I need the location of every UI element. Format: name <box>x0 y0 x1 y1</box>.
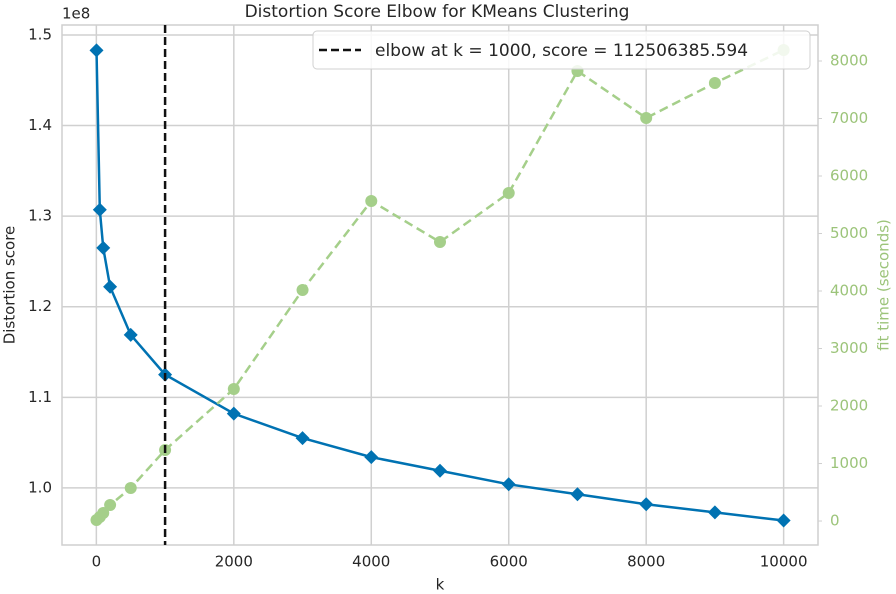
circle-marker <box>640 111 653 124</box>
y-tick-label: 1.3 <box>28 207 52 225</box>
y-axis-label: Distortion score <box>1 226 19 345</box>
circle-marker <box>104 499 117 512</box>
y2-tick-label: 4000 <box>830 282 868 300</box>
x-axis-label: k <box>436 576 445 594</box>
x-tick-label: 4000 <box>352 553 390 571</box>
diamond-marker <box>92 202 107 217</box>
diamond-marker <box>501 477 516 492</box>
diamond-marker <box>570 487 585 502</box>
y2-tick-label: 0 <box>830 512 840 530</box>
diamond-marker <box>123 327 138 342</box>
y2-tick-label: 7000 <box>830 109 868 127</box>
y2-tick-label: 1000 <box>830 454 868 472</box>
series-line <box>95 50 784 522</box>
x-tick-label: 10000 <box>760 553 808 571</box>
circle-marker <box>296 284 309 297</box>
circle-marker <box>365 195 378 208</box>
x-tick-label: 0 <box>92 553 102 571</box>
diamond-marker <box>707 505 722 520</box>
y-tick-label: 1.5 <box>28 25 52 43</box>
diamond-marker <box>433 463 447 478</box>
y-tick-label: 1.2 <box>28 297 52 315</box>
circle-marker <box>708 77 721 90</box>
diamond-marker <box>639 497 654 512</box>
y-tick-label: 1.4 <box>28 116 52 134</box>
y2-tick-label: 3000 <box>830 339 868 357</box>
x-tick-label: 8000 <box>627 553 665 571</box>
x-tick-label: 6000 <box>490 553 528 571</box>
legend-box <box>312 30 811 70</box>
y2-tick-label: 2000 <box>830 397 868 415</box>
y2-axis-label: fit time (seconds) <box>875 219 893 351</box>
diamond-marker <box>103 279 118 294</box>
y2-tick-label: 6000 <box>830 167 868 185</box>
circle-marker <box>502 187 515 200</box>
diamond-marker <box>776 513 791 528</box>
diamond-marker <box>96 240 111 255</box>
series-line <box>95 48 785 521</box>
plot-frame <box>61 24 819 546</box>
y2-tick-label: 8000 <box>830 51 868 69</box>
y2-tick-label: 5000 <box>830 224 868 242</box>
y-offset-label: 1e8 <box>62 5 90 23</box>
legend-label: elbow at k = 1000, score = 112506385.594 <box>375 41 748 61</box>
diamond-marker <box>226 406 241 421</box>
chart-title: Distortion Score Elbow for KMeans Cluste… <box>245 2 630 22</box>
circle-marker <box>97 507 110 520</box>
circle-marker <box>124 482 137 495</box>
y-tick-label: 1.1 <box>28 388 52 406</box>
diamond-marker <box>295 431 310 446</box>
circle-marker <box>227 382 240 395</box>
x-tick-label: 2000 <box>215 553 253 571</box>
diamond-marker <box>364 450 379 465</box>
diamond-marker <box>89 43 104 58</box>
circle-marker <box>434 236 446 249</box>
y-tick-label: 1.0 <box>28 478 52 496</box>
